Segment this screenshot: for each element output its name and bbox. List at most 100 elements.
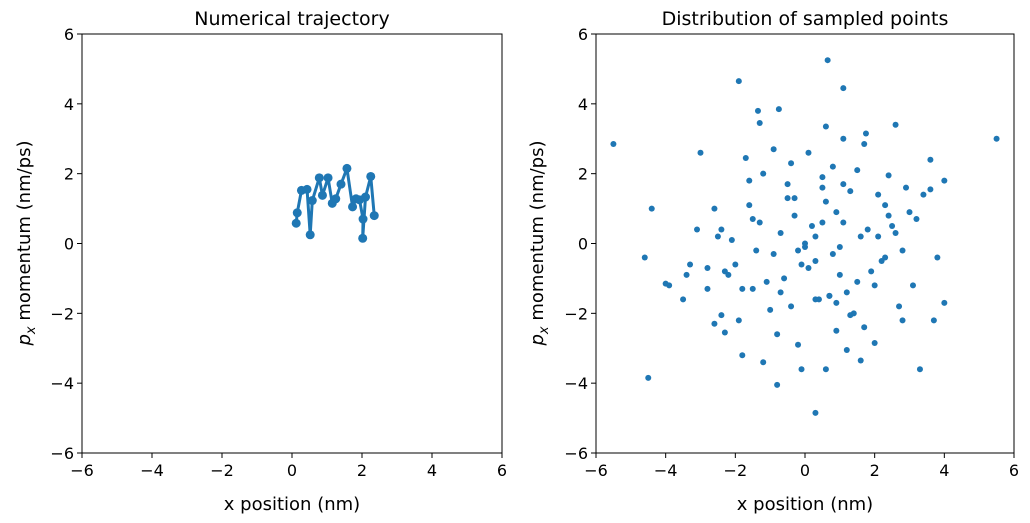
scatter-point [861,140,868,147]
scatter-point [824,57,831,64]
scatter-point [610,140,617,147]
y-tick-label: −6 [50,444,74,463]
scatter-point [819,184,826,191]
scatter-point [697,149,704,156]
trajectory-point [292,208,302,218]
scatter-point [798,261,805,268]
trajectory-point [323,173,333,183]
x-tick-label: 0 [800,461,810,480]
scatter-point [934,254,941,261]
scatter-point [857,357,864,364]
y-tick-label: 6 [578,25,588,44]
scatter-point [687,261,694,268]
y-tick-label: −2 [564,304,588,323]
scatter-point [781,275,788,282]
chart-title: Distribution of sampled points [662,8,949,30]
scatter-point [812,409,819,416]
scatter-point [683,271,690,278]
scatter-point [694,226,701,233]
scatter-point [788,160,795,167]
x-tick-label: −6 [70,461,94,480]
scatter-point [941,299,948,306]
scatter-point [666,282,673,289]
scatter-point [822,123,829,130]
scatter-point [829,163,836,170]
scatter-point [864,226,871,233]
x-tick-label: 2 [357,461,367,480]
y-tick-label: 2 [578,165,588,184]
scatter-point [770,250,777,257]
y-axis-label-var: p [14,334,35,346]
scatter-point [840,135,847,142]
y-axis-label-rest: momentum (nm/ps) [14,140,35,326]
trajectory-point [369,211,379,221]
scatter-point [868,268,875,275]
x-tick-label: 0 [287,461,297,480]
scatter-point [784,195,791,202]
x-tick-label: 6 [1009,461,1019,480]
y-tick-label: −4 [564,374,588,393]
scatter-point [896,303,903,310]
scatter-point [840,219,847,226]
y-tick-label: 0 [578,235,588,254]
y-tick-label: −4 [50,374,74,393]
scatter-point [941,177,948,184]
scatter-point [711,205,718,212]
scatter-point [892,121,899,128]
scatter-point [680,296,687,303]
scatter-point [920,191,927,198]
scatter-point [784,181,791,188]
y-tick-label: 0 [64,235,74,254]
scatter-point [795,247,802,254]
x-axis-label: x position (nm) [224,494,360,515]
scatter-point [819,219,826,226]
axis-ticks: −6 −4 −2 0 2 4 6 −6 −4 −2 0 2 4 6 [564,25,1019,480]
scatter-point [847,188,854,195]
scatter-point [721,329,728,336]
scatter-point [906,209,913,216]
scatter-point [836,271,843,278]
x-tick-label: −4 [140,461,164,480]
trajectory-point [331,194,341,204]
scatter-point [728,237,735,244]
scatter-point [822,198,829,205]
y-axis-label-rest: momentum (nm/ps) [527,140,548,326]
x-tick-label: 2 [870,461,880,480]
scatter-point [763,278,770,285]
scatter-point [739,352,746,359]
scatter-point [754,107,761,114]
scatter-point [854,278,861,285]
scatter-point [899,317,906,324]
scatter-point [718,312,725,319]
scatter-point [756,219,763,226]
trajectory-point [317,190,327,200]
scatter-point [833,299,840,306]
scatter-point [739,285,746,292]
scatter-point [760,359,767,366]
scatter-point [812,257,819,264]
scatter-point [875,191,882,198]
scatter-point [875,233,882,240]
scatter-point [850,310,857,317]
scatter-point [746,202,753,209]
trajectory-point [314,173,324,183]
x-tick-label: 6 [497,461,507,480]
scatter-point [993,135,1000,142]
scatter-point [770,146,777,153]
scatter-point [749,216,756,223]
scatter-point [774,331,781,338]
scatter-point [721,268,728,275]
scatter-point [903,184,910,191]
trajectory-point [358,233,368,243]
y-axis-label-var: p [527,334,548,346]
scatter-point [753,247,760,254]
scatter-point [791,212,798,219]
scatter-point [857,233,864,240]
scatter-point [826,292,833,299]
scatter-point [822,366,829,373]
scatter-point [756,120,763,127]
trajectory-point [302,184,312,194]
scatter-point [812,233,819,240]
scatter-point [805,149,812,156]
